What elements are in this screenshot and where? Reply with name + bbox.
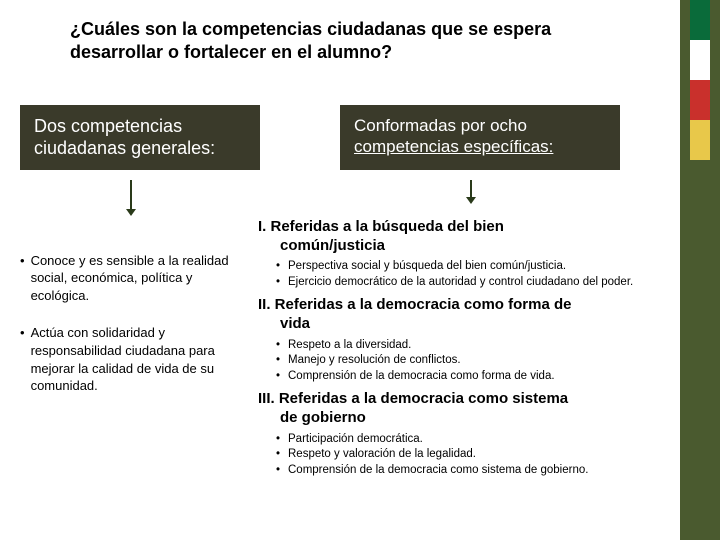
slide-content: ¿Cuáles son la competencias ciudadanas q… [0, 0, 680, 540]
list-item: Manejo y resolución de conflictos. [288, 353, 670, 369]
flag-seg-white [690, 40, 710, 80]
flag-seg-green [690, 0, 710, 40]
list-item: Comprensión de la democracia como sistem… [288, 463, 670, 479]
heading-line2: vida [280, 315, 670, 334]
heading-line1: I. Referidas a la búsqueda del bien [258, 218, 504, 235]
arrow-down-icon [130, 180, 132, 210]
flag-seg-red [690, 80, 710, 120]
arrows-row [20, 180, 670, 212]
list-item: Respeto a la diversidad. [288, 338, 670, 354]
list-item-text: Actúa con solidaridad y responsabilidad … [31, 324, 238, 394]
heading-line2: común/justicia [280, 237, 670, 256]
list-item-text: Conoce y es sensible a la realidad socia… [31, 252, 238, 305]
lower-columns: • Conoce y es sensible a la realidad soc… [20, 212, 670, 485]
general-list: • Conoce y es sensible a la realidad soc… [20, 212, 238, 485]
box-specific-competencies: Conformadas por ocho competencias especí… [340, 105, 620, 170]
arrow-down-icon [470, 180, 472, 198]
bullet-icon: • [20, 324, 25, 394]
heading-line1: III. Referidas a la democracia como sist… [258, 390, 568, 407]
box-right-line1: Conformadas por ocho [354, 115, 606, 136]
box-right-line2: competencias específicas: [354, 136, 606, 157]
box-general-competencies: Dos competencias ciudadanas generales: [20, 105, 260, 170]
list-item: Comprensión de la democracia como forma … [288, 369, 670, 385]
list-item: Ejercicio democrático de la autoridad y … [288, 275, 670, 291]
section-list: Respeto a la diversidad. Manejo y resolu… [248, 338, 670, 385]
flag-seg-yellow [690, 120, 710, 160]
slide-title: ¿Cuáles son la competencias ciudadanas q… [70, 18, 640, 65]
section-list: Perspectiva social y búsqueda del bien c… [248, 259, 670, 290]
specific-sections: I. Referidas a la búsqueda del bien comú… [248, 212, 670, 485]
list-item: • Actúa con solidaridad y responsabilida… [20, 324, 238, 394]
list-item: Respeto y valoración de la legalidad. [288, 447, 670, 463]
section-heading: II. Referidas a la democracia como forma… [248, 296, 670, 334]
heading-line1: II. Referidas a la democracia como forma… [258, 296, 571, 313]
list-item: • Conoce y es sensible a la realidad soc… [20, 252, 238, 305]
heading-line2: de gobierno [280, 409, 670, 428]
list-item: Participación democrática. [288, 432, 670, 448]
boxes-row: Dos competencias ciudadanas generales: C… [20, 105, 670, 170]
flag-stripe [690, 0, 710, 160]
section-heading: III. Referidas a la democracia como sist… [248, 390, 670, 428]
section-list: Participación democrática. Respeto y val… [248, 432, 670, 479]
section-heading: I. Referidas a la búsqueda del bien comú… [248, 218, 670, 256]
list-item: Perspectiva social y búsqueda del bien c… [288, 259, 670, 275]
bullet-icon: • [20, 252, 25, 305]
